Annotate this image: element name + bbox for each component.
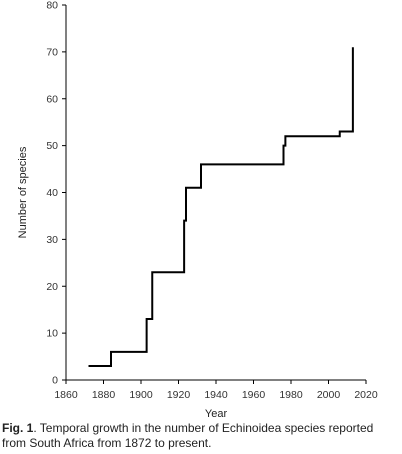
x-tick-label: 1980 bbox=[279, 389, 303, 401]
y-tick-label: 80 bbox=[46, 0, 58, 12]
x-tick-label: 1920 bbox=[167, 389, 191, 401]
y-tick-label: 60 bbox=[46, 93, 58, 105]
figure-caption: Fig. 1. Temporal growth in the number of… bbox=[2, 421, 400, 451]
x-tick-label: 1940 bbox=[204, 389, 228, 401]
y-tick-label: 10 bbox=[46, 328, 58, 340]
y-tick-label: 30 bbox=[46, 234, 58, 246]
y-tick-label: 0 bbox=[52, 375, 58, 387]
figure-label: Fig. 1 bbox=[2, 421, 34, 435]
y-axis-ticks: 0 10 20 30 40 50 60 70 80 bbox=[46, 0, 66, 387]
x-tick-label: 1900 bbox=[129, 389, 153, 401]
x-tick-label: 1880 bbox=[92, 389, 116, 401]
x-axis-ticks: 1860 1880 1900 1920 1940 1960 1980 2000 2020 bbox=[54, 380, 378, 401]
y-axis-label: Number of species bbox=[17, 146, 29, 238]
y-tick-label: 20 bbox=[46, 281, 58, 293]
y-tick-label: 70 bbox=[46, 46, 58, 58]
x-axis-label: Year bbox=[205, 408, 228, 420]
y-tick-label: 50 bbox=[46, 140, 58, 152]
x-tick-label: 2000 bbox=[317, 389, 341, 401]
caption-text: . Temporal growth in the number of Echin… bbox=[2, 421, 374, 450]
x-tick-label: 1860 bbox=[54, 389, 78, 401]
y-tick-label: 40 bbox=[46, 187, 58, 199]
species-growth-chart: 0 10 20 30 40 50 60 70 80 1860 1880 1900 1920 1940 19… bbox=[17, 0, 378, 420]
species-count-step-line bbox=[88, 47, 354, 367]
x-tick-label: 1960 bbox=[242, 389, 266, 401]
x-tick-label: 2020 bbox=[354, 389, 378, 401]
